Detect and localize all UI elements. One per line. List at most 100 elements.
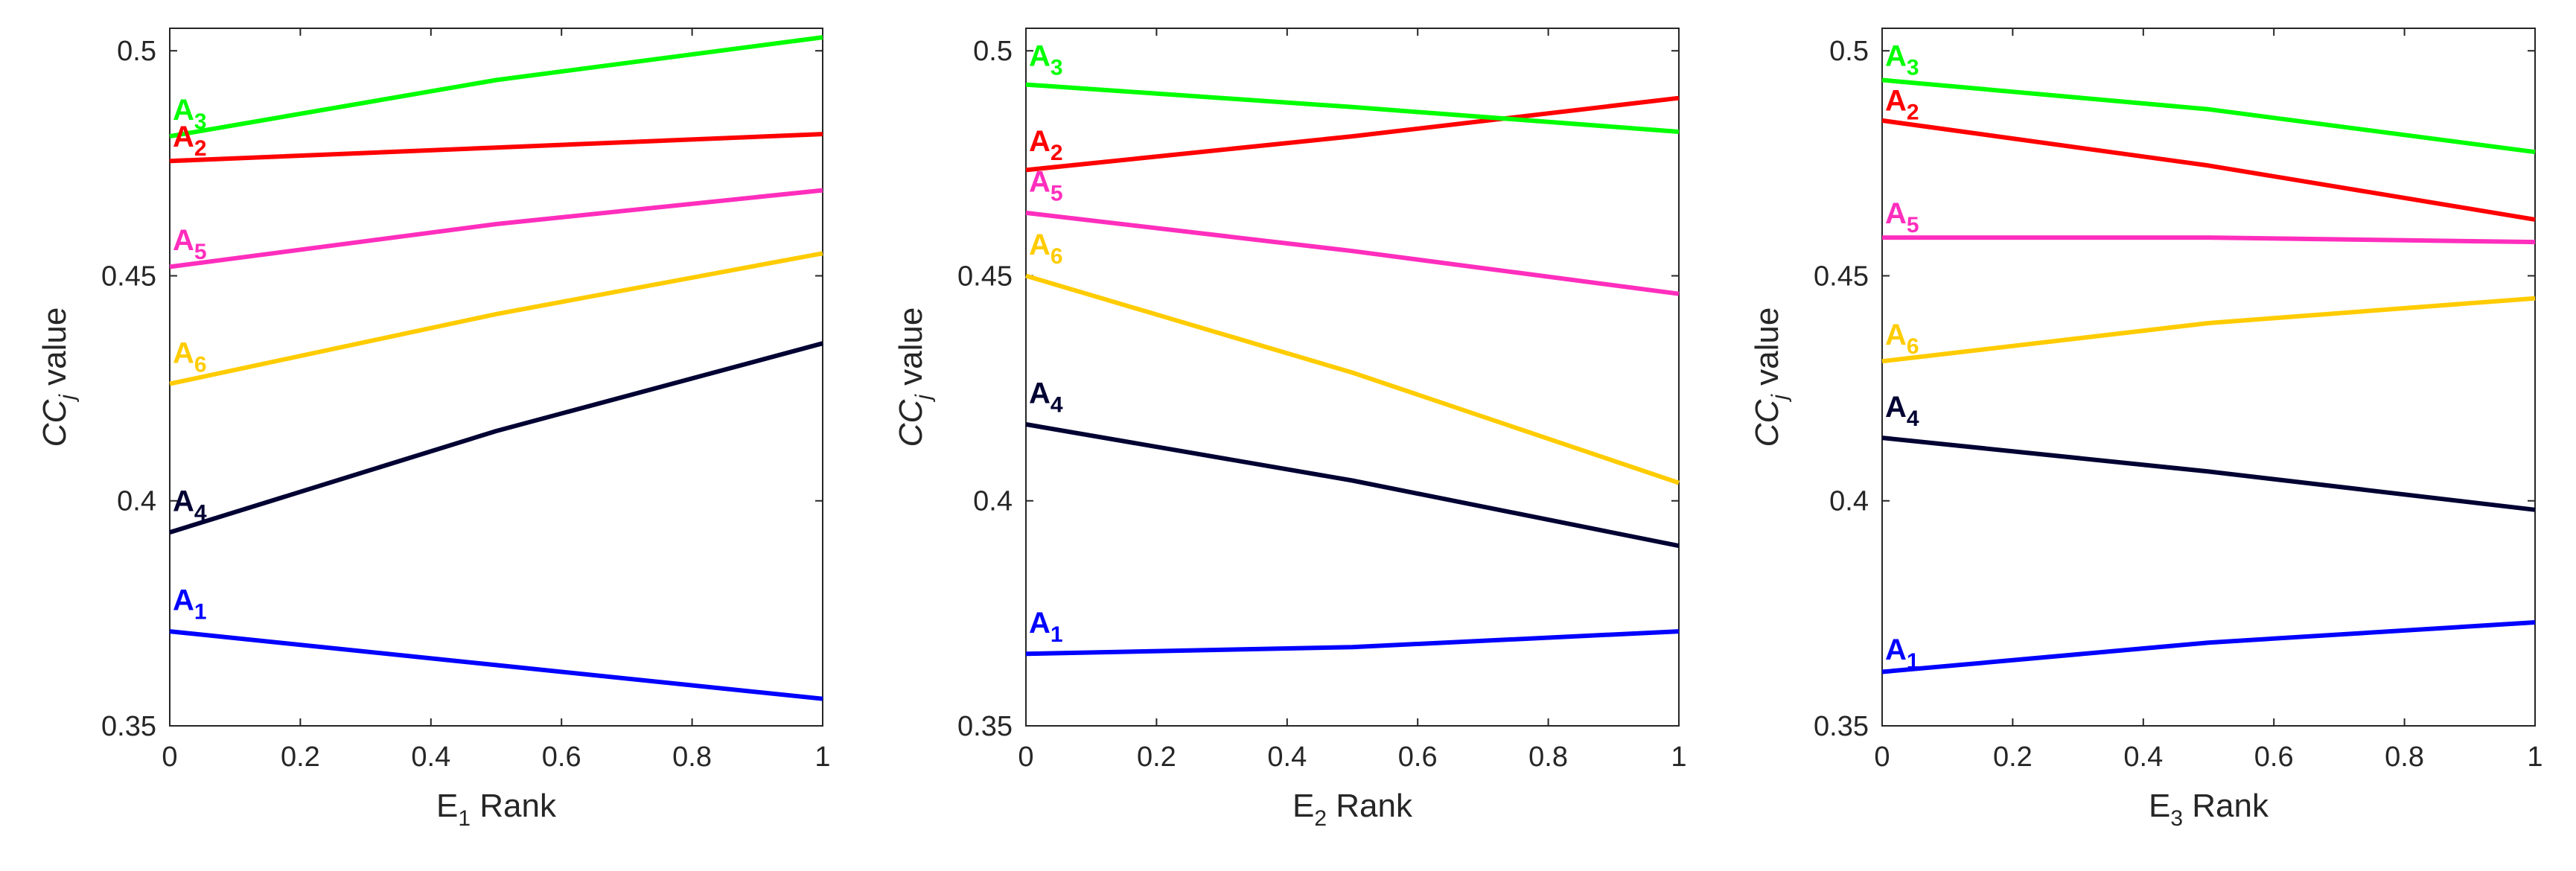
x-tick-label: 0.4 bbox=[411, 741, 450, 773]
axes-box bbox=[169, 28, 823, 727]
series-label-a5: A5 bbox=[1029, 166, 1063, 206]
x-tick-label: 0.2 bbox=[1993, 741, 2033, 773]
x-tick-label: 0.6 bbox=[542, 741, 581, 773]
x-tick-label: 1 bbox=[1671, 741, 1686, 773]
series-label-a6: A6 bbox=[173, 336, 207, 377]
series-line-a4 bbox=[1881, 436, 2536, 512]
series-label-a2: A2 bbox=[1029, 125, 1063, 165]
x-axis-label-rest: Rank bbox=[1327, 788, 1413, 824]
series-label-main: A bbox=[173, 584, 194, 617]
series-line-a6 bbox=[1025, 273, 1680, 485]
x-axis-label: E2 Rank bbox=[1292, 788, 1413, 831]
series-label-sub: 3 bbox=[194, 109, 207, 134]
series-line-a5 bbox=[1882, 235, 2536, 245]
series-label-sub: 6 bbox=[194, 352, 207, 377]
x-axis-label-main: E bbox=[2149, 788, 2170, 824]
series-label-a5: A5 bbox=[173, 224, 207, 264]
y-tick-label: 0.4 bbox=[1829, 486, 1869, 517]
series-label-main: A bbox=[1029, 39, 1051, 72]
series-line-a6 bbox=[169, 251, 823, 386]
series-label-sub: 1 bbox=[1907, 649, 1919, 674]
y-tick-label: 0.45 bbox=[101, 261, 156, 292]
series-label-sub: 4 bbox=[194, 501, 207, 526]
series-label-a1: A1 bbox=[1029, 607, 1063, 647]
x-axis-label: E3 Rank bbox=[2149, 788, 2269, 831]
chart-panel-e1: 0 0.2 0.4 0.6 0.8 10.350.40.450.5A1A2A3A4A5A6… bbox=[36, 28, 831, 831]
series-line-a1 bbox=[1025, 629, 1680, 657]
series-label-sub: 2 bbox=[1051, 141, 1063, 165]
series-label-main: A bbox=[173, 121, 194, 153]
x-axis-label-sub: 1 bbox=[458, 806, 471, 831]
series-line-a2 bbox=[1881, 118, 2536, 222]
x-tick-label: 0.8 bbox=[672, 741, 712, 773]
series-label-sub: 6 bbox=[1051, 244, 1063, 269]
series-label-main: A bbox=[1885, 39, 1907, 72]
series-label-sub: 4 bbox=[1051, 393, 1063, 418]
series-line-a2 bbox=[1025, 95, 1680, 173]
x-axis-label: E1 Rank bbox=[436, 788, 557, 831]
series-label-main: A bbox=[1029, 607, 1051, 639]
chart-panel-e3: 0 0.2 0.4 0.6 0.8 10.350.40.450.5A1A2A3A4A5A6… bbox=[1749, 28, 2543, 831]
x-axis-label-rest: Rank bbox=[471, 788, 557, 824]
y-tick-label: 0.4 bbox=[973, 486, 1013, 517]
series-label-a3: A3 bbox=[173, 94, 207, 134]
x-tick-label: 0.2 bbox=[281, 741, 320, 773]
y-axis-label: CCj value bbox=[893, 307, 936, 447]
series-label-main: A bbox=[1029, 166, 1051, 199]
series-label-main: A bbox=[1885, 634, 1907, 666]
x-axis-label-sub: 2 bbox=[1314, 806, 1327, 831]
series-label-main: A bbox=[173, 224, 194, 257]
series-label-main: A bbox=[173, 336, 194, 369]
y-tick-label: 0.5 bbox=[973, 36, 1013, 67]
x-axis-label-main: E bbox=[1292, 788, 1314, 824]
x-tick-label: 0.6 bbox=[1398, 741, 1438, 773]
series-label-sub: 3 bbox=[1051, 55, 1063, 80]
axes-box bbox=[1881, 28, 2536, 727]
x-tick-label: 0.4 bbox=[1267, 741, 1307, 773]
series-label-sub: 5 bbox=[1907, 213, 1919, 237]
axes-box bbox=[1025, 28, 1680, 727]
series-label-sub: 2 bbox=[1907, 100, 1919, 125]
series-line-a4 bbox=[169, 341, 823, 535]
y-axis-label-main: CC bbox=[36, 399, 73, 447]
y-tick-label: 0.45 bbox=[1814, 261, 1869, 292]
x-tick-label: 0.8 bbox=[1528, 741, 1568, 773]
series-label-main: A bbox=[1885, 391, 1907, 424]
series-line-a4 bbox=[1025, 422, 1680, 549]
series-label-sub: 5 bbox=[1051, 182, 1063, 206]
series-label-sub: 3 bbox=[1907, 55, 1919, 80]
x-tick-label: 0.4 bbox=[2123, 741, 2163, 773]
series-label-main: A bbox=[1029, 125, 1051, 158]
x-tick-label: 0.8 bbox=[2385, 741, 2424, 773]
y-axis-label: CCj value bbox=[36, 307, 80, 447]
series-label-a2: A2 bbox=[1885, 85, 1919, 125]
y-axis-label-main: CC bbox=[1749, 399, 1785, 447]
series-line-a1 bbox=[169, 629, 823, 701]
y-axis-label-rest: value bbox=[893, 307, 929, 395]
x-tick-label: 0.6 bbox=[2254, 741, 2294, 773]
series-label-main: A bbox=[1029, 229, 1051, 261]
y-tick-label: 0.45 bbox=[957, 261, 1013, 292]
series-line-a1 bbox=[1881, 620, 2536, 674]
x-axis-label-sub: 3 bbox=[2170, 806, 2183, 831]
series-label-a6: A6 bbox=[1029, 229, 1063, 269]
chart-panel-e2: 0 0.2 0.4 0.6 0.8 10.350.40.450.5A1A2A3A4A5A6… bbox=[893, 28, 1687, 831]
series-label-main: A bbox=[1029, 377, 1051, 410]
series-line-a3 bbox=[169, 35, 823, 139]
x-tick-label: 1 bbox=[814, 741, 830, 773]
series-line-a5 bbox=[169, 188, 823, 269]
y-tick-label: 0.35 bbox=[1814, 711, 1869, 742]
series-label-a3: A3 bbox=[1885, 39, 1919, 80]
series-label-main: A bbox=[1885, 319, 1907, 351]
series-label-sub: 4 bbox=[1907, 406, 1919, 431]
y-axis-label: CCj value bbox=[1749, 307, 1792, 447]
y-axis-label-main: CC bbox=[893, 399, 929, 447]
x-tick-label: 1 bbox=[2527, 741, 2542, 773]
series-label-a4: A4 bbox=[173, 485, 207, 526]
y-tick-label: 0.5 bbox=[1829, 36, 1869, 67]
y-axis-label-rest: value bbox=[1749, 307, 1785, 395]
series-label-sub: 1 bbox=[1051, 622, 1063, 647]
y-tick-label: 0.4 bbox=[117, 486, 156, 517]
x-axis-label-main: E bbox=[436, 788, 458, 824]
